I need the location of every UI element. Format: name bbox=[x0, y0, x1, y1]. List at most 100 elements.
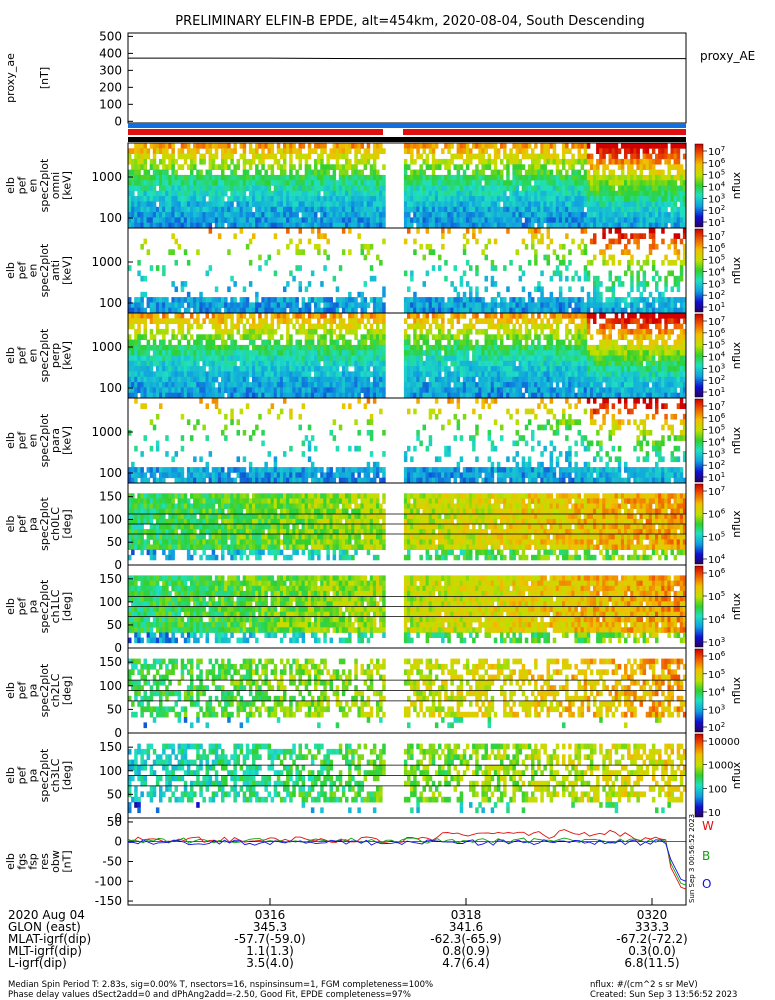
spec-cell bbox=[208, 265, 213, 271]
spec-cell bbox=[475, 222, 479, 229]
spec-cell bbox=[462, 196, 467, 202]
spec-cell bbox=[193, 143, 197, 149]
spec-cell bbox=[661, 180, 665, 186]
spec-cell bbox=[465, 174, 470, 181]
spec-cell bbox=[379, 148, 383, 154]
spec-cell bbox=[410, 302, 414, 309]
spec-cell bbox=[320, 281, 324, 287]
spec-cell bbox=[555, 158, 560, 165]
spec-cell bbox=[131, 148, 135, 154]
spec-cell bbox=[369, 350, 374, 356]
spec-cell bbox=[496, 334, 501, 340]
spec-cell bbox=[317, 158, 321, 165]
spec-cell bbox=[360, 339, 364, 346]
spec-cell bbox=[493, 206, 498, 213]
spec-cell bbox=[248, 174, 253, 181]
spec-cell bbox=[261, 360, 265, 367]
spec-cell bbox=[329, 201, 333, 208]
spec-cell bbox=[128, 366, 132, 372]
spec-cell bbox=[531, 169, 535, 176]
spec-cell bbox=[645, 174, 650, 181]
spec-cell bbox=[599, 196, 603, 202]
spec-cell bbox=[376, 148, 380, 154]
spec-cell bbox=[171, 281, 175, 287]
spec-cell bbox=[283, 313, 287, 319]
spec-cell bbox=[419, 355, 423, 362]
spec-cell bbox=[233, 217, 237, 224]
spec-cell bbox=[276, 360, 281, 367]
spec-cell bbox=[258, 355, 262, 362]
spec-cell bbox=[642, 217, 647, 224]
spec-cell bbox=[180, 190, 185, 197]
spec-cell bbox=[168, 196, 172, 202]
spec-cell bbox=[586, 153, 591, 160]
spec-cell bbox=[419, 206, 423, 213]
spec-cell bbox=[289, 360, 293, 367]
spec-cell bbox=[379, 259, 383, 266]
spec-cell bbox=[438, 323, 442, 330]
spec-cell bbox=[366, 212, 371, 218]
spec-cell bbox=[283, 190, 287, 197]
spec-cell bbox=[183, 376, 188, 383]
spec-cell bbox=[329, 180, 333, 186]
spec-cell bbox=[140, 190, 144, 197]
spec-cell bbox=[620, 217, 625, 224]
spec-cell bbox=[137, 222, 141, 229]
spec-cell bbox=[410, 148, 414, 154]
spec-cell bbox=[205, 270, 209, 277]
spec-cell bbox=[152, 350, 157, 356]
spec-cell bbox=[276, 323, 281, 330]
spec-cell bbox=[481, 190, 485, 197]
spec-cell bbox=[301, 180, 306, 186]
spec-cell bbox=[521, 185, 526, 192]
spec-cell bbox=[292, 180, 296, 186]
spec-cell bbox=[208, 228, 213, 234]
spec-cell bbox=[248, 366, 253, 372]
spec-cell bbox=[162, 366, 166, 372]
spec-cell bbox=[422, 350, 426, 356]
spec-cell bbox=[242, 185, 247, 192]
spec-cell bbox=[416, 323, 420, 330]
spec-cell bbox=[348, 307, 352, 314]
spec-cell bbox=[193, 180, 197, 186]
spec-cell bbox=[425, 212, 430, 218]
spec-cell bbox=[639, 291, 643, 298]
spec-cell bbox=[332, 185, 337, 192]
spec-cell bbox=[279, 307, 284, 314]
spec-cell bbox=[258, 302, 262, 309]
spec-cell bbox=[245, 243, 250, 250]
spec-cell bbox=[580, 185, 585, 192]
spec-cell bbox=[496, 190, 501, 197]
spec-cell bbox=[558, 201, 563, 208]
spec-cell bbox=[292, 185, 296, 192]
spec-cell bbox=[323, 302, 327, 309]
spec-cell bbox=[496, 201, 501, 208]
spec-cell bbox=[162, 334, 166, 340]
spec-cell bbox=[419, 196, 423, 202]
spec-cell bbox=[149, 174, 154, 181]
spec-cell bbox=[193, 190, 197, 197]
spec-cell bbox=[258, 318, 262, 324]
spec-cell bbox=[357, 180, 361, 186]
spec-cell bbox=[496, 174, 501, 181]
spec-cell bbox=[205, 334, 209, 340]
spec-cell bbox=[549, 238, 554, 245]
spec-cell bbox=[636, 185, 640, 192]
spec-cell bbox=[546, 158, 550, 165]
spec-cell bbox=[199, 334, 203, 340]
spec-cell bbox=[239, 196, 244, 202]
spec-cell bbox=[425, 350, 430, 356]
spec-cell bbox=[230, 366, 234, 372]
spec-cell bbox=[434, 206, 439, 213]
spec-cell bbox=[469, 158, 473, 165]
spec-cell bbox=[298, 174, 302, 181]
spec-cell bbox=[286, 212, 290, 218]
spec-cell bbox=[273, 307, 278, 314]
spec-cell bbox=[673, 164, 678, 170]
spec-cell bbox=[416, 169, 420, 176]
spec-cell bbox=[301, 323, 306, 330]
spec-cell bbox=[549, 201, 554, 208]
spec-cell bbox=[155, 180, 160, 186]
spec-cell bbox=[286, 228, 290, 234]
spec-cell bbox=[320, 174, 324, 181]
